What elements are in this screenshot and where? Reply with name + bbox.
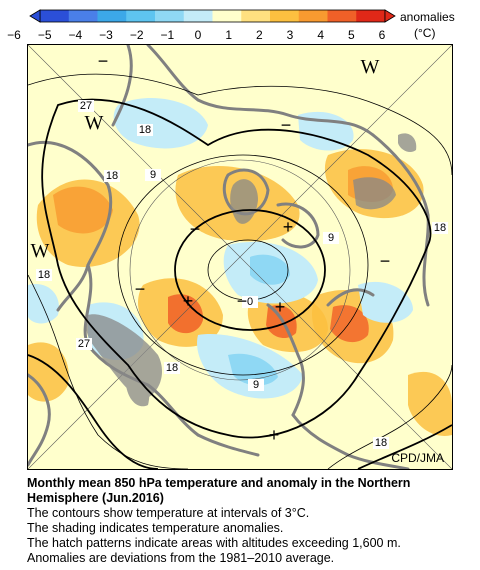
antarctic-edge-hatch [398, 133, 417, 153]
positive-marker: + [183, 291, 194, 311]
colorbar-arrow-right [384, 9, 396, 23]
hemisphere-map: 27 18 18 9 18 9 18 0 27 18 9 18 W W W + + + + − − − − − − [28, 45, 452, 469]
colorbar-tick-label: −2 [130, 28, 144, 42]
greenland-hatch [230, 179, 258, 224]
colorbar-cell [68, 10, 98, 22]
contour-label: 18 [434, 222, 446, 234]
colorbar-tick-label: 3 [287, 28, 294, 42]
contour-label: 18 [375, 437, 387, 449]
warm-anomaly-area [53, 186, 113, 234]
contour-label: 18 [38, 269, 50, 281]
westerly-marker: W [85, 112, 104, 134]
contour-label-bg [373, 437, 389, 449]
contour-label: 27 [80, 100, 92, 112]
negative-marker: − [281, 115, 292, 135]
colorbar-ticks: −6 −5 −4 −3 −2 −1 0 1 2 3 4 5 6 [7, 28, 386, 42]
cold-anomaly-area [28, 284, 59, 324]
figure-caption: Monthly mean 850 hPa temperature and ano… [27, 476, 472, 566]
westerly-marker: W [361, 56, 380, 78]
warm-anomaly-area [408, 371, 452, 436]
contour-labels: 27 18 18 9 18 9 18 0 27 18 9 18 [36, 100, 448, 449]
colorbar-cell [155, 10, 185, 22]
colorbar-tick-label: −4 [68, 28, 82, 42]
contour-label: 9 [150, 169, 156, 181]
colorbar-cell [97, 10, 127, 22]
contour-label: 27 [78, 338, 90, 350]
contour-label-bg [145, 169, 161, 181]
colorbar-cell [356, 10, 386, 22]
contour-label-bg [78, 100, 94, 112]
contour-label-bg [323, 232, 339, 244]
colorbar-tick-label: 5 [348, 28, 355, 42]
warm-anomaly-area [168, 294, 204, 334]
contour-label-bg [432, 222, 448, 234]
negative-marker: − [237, 291, 248, 311]
colorbar-cell [126, 10, 156, 22]
contour-label: 18 [106, 170, 118, 182]
caption-line4: Anomalies are deviations from the 1981–2… [27, 551, 335, 565]
colorbar-tick-label: 1 [225, 28, 232, 42]
contour-label-bg [137, 124, 153, 136]
colorbar-tick-label: −1 [160, 28, 174, 42]
colorbar-cell [40, 10, 70, 22]
pressure-markers: W W W + + + + − − − − − − [31, 51, 391, 445]
colorbar-cell [212, 10, 242, 22]
contour-label: 18 [166, 362, 178, 374]
contour-label: 9 [253, 379, 259, 391]
positive-marker: + [283, 217, 294, 237]
colorbar-unit: (°C) [414, 26, 435, 40]
contour-label: 0 [247, 296, 253, 308]
colorbar-tick-label: 6 [379, 28, 386, 42]
negative-marker: − [98, 51, 109, 71]
caption-line2: The shading indicates temperature anomal… [27, 521, 284, 535]
contour-label: 9 [328, 232, 334, 244]
negative-marker: − [190, 219, 201, 239]
contour-label: 18 [139, 124, 151, 136]
warm-anomaly-area [330, 305, 369, 343]
graticule [28, 45, 452, 469]
contour-label-bg [104, 170, 120, 182]
tibet-hatch [353, 177, 396, 210]
caption-title-line1: Monthly mean 850 hPa temperature and ano… [27, 476, 411, 490]
caption-line3: The hatch patterns indicate areas with a… [27, 536, 401, 550]
colorbar-arrow-left [29, 9, 41, 23]
colorbar-cell [298, 10, 328, 22]
positive-marker: + [269, 425, 280, 445]
cold-anomaly-area [358, 281, 413, 323]
colorbar-cell [183, 10, 213, 22]
map-panel: 27 18 18 9 18 9 18 0 27 18 9 18 W W W + + + + − − − − − − CPD/J… [27, 44, 453, 470]
colorbar-tick-label: −5 [38, 28, 52, 42]
anomaly-colorbar: −6 −5 −4 −3 −2 −1 0 1 2 3 4 5 6 anomalies (°C) [7, 9, 455, 42]
colorbar-tick-label: 2 [256, 28, 263, 42]
colorbar-cell [241, 10, 271, 22]
negative-marker: − [380, 251, 391, 271]
colorbar-tick-label: −3 [99, 28, 113, 42]
westerly-marker: W [31, 240, 50, 262]
contour-label-bg [242, 296, 258, 308]
credit-label: CPD/JMA [391, 451, 444, 465]
temperature-contours [28, 73, 452, 469]
negative-marker: − [135, 279, 146, 299]
colorbar-tick-label: 0 [195, 28, 202, 42]
contour-label-bg [76, 338, 92, 350]
colorbar-cell [327, 10, 357, 22]
colorbar-label: anomalies [400, 10, 455, 24]
warm-anomaly-area [28, 342, 69, 402]
caption-line1: The contours show temperature at interva… [27, 506, 310, 520]
contour-label-bg [248, 379, 264, 391]
contour-label-bg [36, 269, 52, 281]
altitude-hatch [85, 133, 417, 407]
positive-marker: + [275, 297, 286, 317]
colorbar-tick-label: −6 [7, 28, 21, 42]
cold-anomaly-area [228, 353, 278, 386]
colorbar-tick-label: 4 [317, 28, 324, 42]
caption-title-line2: Hemisphere (Jun.2016) [27, 491, 164, 505]
coastlines [28, 45, 430, 469]
colorbar-cell [270, 10, 300, 22]
mexico-hatch [126, 365, 150, 407]
contour-label-bg [164, 362, 180, 374]
colorbar-cells [39, 9, 386, 23]
